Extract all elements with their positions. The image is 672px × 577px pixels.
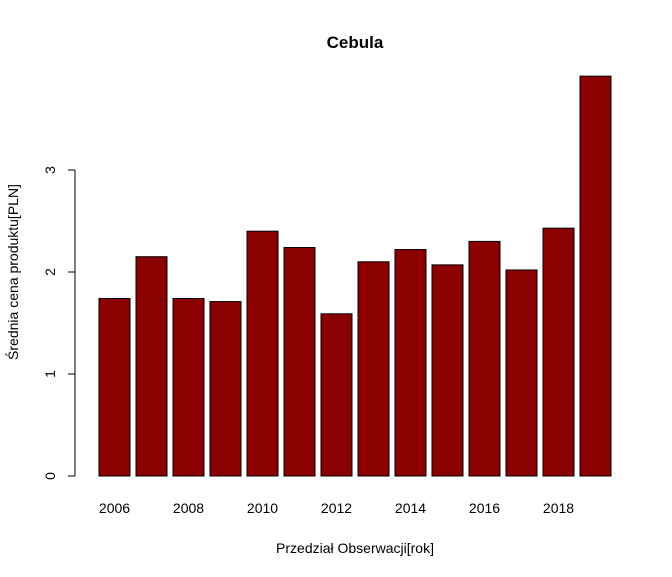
x-tick-label-2008: 2008 [173,500,204,516]
bar-2014 [394,249,427,477]
x-tick-label-2010: 2010 [247,500,278,516]
bar-2007 [135,256,168,477]
x-tick-label-2012: 2012 [321,500,352,516]
y-tick-label-1: 1 [42,370,58,378]
bar-2011 [283,247,316,477]
x-axis-label: Przedział Obserwacji[rok] [276,540,434,556]
y-tick-label-2: 2 [42,268,58,276]
y-axis-label: Średnia cena produktu[PLN] [4,184,21,360]
bar-2015 [431,264,464,477]
y-axis: 0 1 2 3 [42,166,76,480]
x-tick-label-2016: 2016 [469,500,500,516]
bar-2013 [357,261,390,477]
x-tick-label-2014: 2014 [395,500,426,516]
x-tick-label-2006: 2006 [99,500,130,516]
bar-2017 [505,269,538,477]
bar-2019 [579,75,612,477]
bar-2016 [468,240,501,477]
bar-2009 [209,301,242,477]
bar-2018 [542,227,575,477]
y-tick-label-3: 3 [42,166,58,174]
y-tick-label-0: 0 [42,472,58,480]
x-tick-label-2018: 2018 [543,500,574,516]
bars-group [98,75,612,477]
x-axis-labels: 2006 2008 2010 2012 2014 2016 2018 [99,500,574,516]
bar-2010 [246,230,279,477]
bar-2008 [172,298,205,477]
chart-title: Cebula [327,33,384,52]
bar-2006 [98,298,131,477]
bar-2012 [320,313,353,477]
